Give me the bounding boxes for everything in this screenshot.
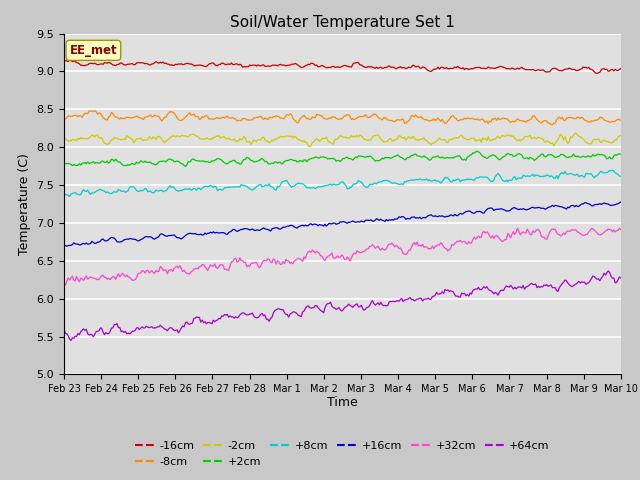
X-axis label: Time: Time xyxy=(327,396,358,408)
Title: Soil/Water Temperature Set 1: Soil/Water Temperature Set 1 xyxy=(230,15,455,30)
Y-axis label: Temperature (C): Temperature (C) xyxy=(18,153,31,255)
Text: EE_met: EE_met xyxy=(70,44,117,57)
Legend: -16cm, -8cm, -2cm, +2cm, +8cm, +16cm, +32cm, +64cm: -16cm, -8cm, -2cm, +2cm, +8cm, +16cm, +3… xyxy=(131,437,554,471)
